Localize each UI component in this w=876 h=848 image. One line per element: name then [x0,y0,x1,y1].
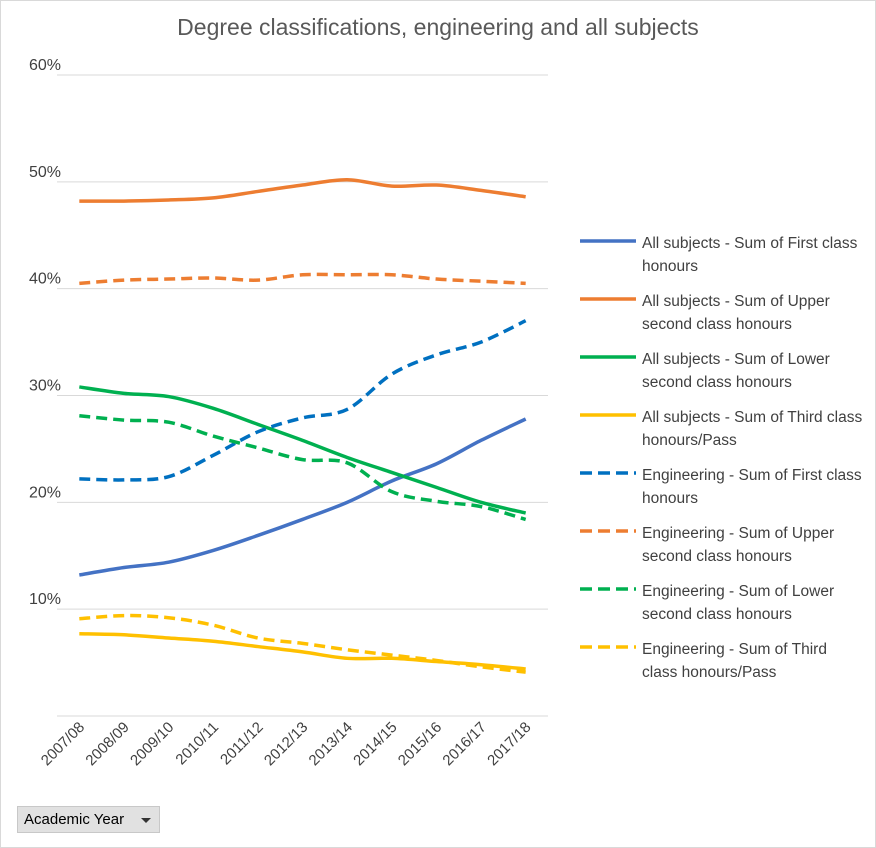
legend-label: Engineering - Sum of Lower second class … [642,583,835,623]
x-tick-label: 2008/09 [82,719,132,769]
series-line [79,272,526,286]
academic-year-field-button[interactable]: Academic Year [17,806,160,833]
legend: All subjects - Sum of First class honour… [580,232,870,696]
series-line [79,319,527,482]
legend-item: Engineering - Sum of Upper second class … [580,522,870,580]
legend-item: All subjects - Sum of Upper second class… [580,290,870,348]
x-tick-label: 2010/11 [172,719,222,769]
y-tick-label: 40% [29,271,61,288]
chart-title: Degree classifications, engineering and … [177,14,699,40]
x-tick-label: 2017/18 [484,719,534,769]
x-tick-label: 2007/08 [38,719,88,769]
legend-item: Engineering - Sum of First class honours [580,464,870,522]
x-tick-label: 2011/12 [217,719,267,769]
legend-item: Engineering - Sum of Lower second class … [580,580,870,638]
legend-item: All subjects - Sum of Third class honour… [580,406,870,464]
y-tick-label: 10% [29,591,61,608]
x-axis-tick-labels: 2007/082008/092009/102010/112011/122012/… [38,719,535,769]
legend-swatch [580,413,636,417]
y-tick-label: 50% [29,164,61,181]
y-tick-label: 60% [29,57,61,74]
legend-swatch [580,529,636,533]
legend-item: All subjects - Sum of First class honour… [580,232,870,290]
y-tick-label: 30% [29,378,61,395]
gridlines [57,74,548,717]
legend-swatch [580,239,636,243]
legend-swatch [580,297,636,301]
legend-label: All subjects - Sum of First class honour… [642,235,858,275]
legend-swatch [580,471,636,475]
field-button-label: Academic Year [24,811,125,828]
legend-label: All subjects - Sum of Third class honour… [642,409,863,449]
legend-label: Engineering - Sum of First class honours [642,467,862,507]
series-line [79,417,527,577]
legend-item: All subjects - Sum of Lower second class… [580,348,870,406]
legend-label: Engineering - Sum of Upper second class … [642,525,835,565]
legend-label: All subjects - Sum of Lower second class… [642,351,830,391]
series-line [79,177,526,203]
legend-swatch [580,355,636,359]
y-tick-label: 20% [29,484,61,501]
legend-swatch [580,587,636,591]
series-line [79,414,527,522]
x-tick-label: 2009/10 [127,719,177,769]
legend-item: Engineering - Sum of Third class honours… [580,638,870,696]
series-line [79,385,527,515]
x-tick-label: 2012/13 [261,719,311,769]
x-tick-label: 2015/16 [395,719,445,769]
x-tick-label: 2013/14 [306,719,356,769]
x-tick-label: 2014/15 [350,719,400,769]
x-tick-label: 2016/17 [440,719,490,769]
legend-label: All subjects - Sum of Upper second class… [642,293,830,333]
series-lines [79,177,527,674]
legend-label: Engineering - Sum of Third class honours… [642,641,827,681]
legend-swatch [580,645,636,649]
series-line [79,613,526,674]
y-axis-tick-labels: 10% 20% 30% 40% 50% 60% [29,57,61,608]
dropdown-arrow-icon[interactable] [141,818,151,823]
